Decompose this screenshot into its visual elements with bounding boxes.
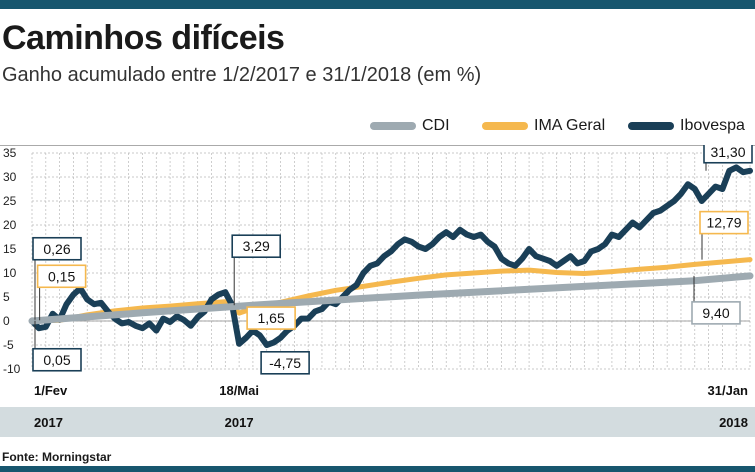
annotation-label: 0,26 xyxy=(43,241,70,257)
y-tick-label: -10 xyxy=(3,362,21,376)
top-accent-bar xyxy=(0,0,755,9)
annotation-label: 0,05 xyxy=(43,352,70,368)
annotation-box xyxy=(246,306,296,330)
annotation-box xyxy=(260,351,310,375)
annotation-box xyxy=(36,264,87,289)
y-tick-label: 30 xyxy=(3,170,17,184)
value-annotations: 0,26 0,15 0,05 3,29 1,65 -4,75 31,30 12,79 9,40 xyxy=(32,145,753,375)
legend-label-ima: IMA Geral xyxy=(534,117,606,134)
legend-swatch-ibovespa xyxy=(628,121,674,130)
x-year-label: 2017 xyxy=(225,415,254,430)
y-axis-ticks: 35 30 25 20 15 10 5 0 -5 -10 xyxy=(3,146,21,376)
legend-label-cdi: CDI xyxy=(422,117,450,134)
annotation-box xyxy=(231,234,282,259)
annotation-box xyxy=(32,347,82,372)
y-tick-label: 0 xyxy=(3,314,10,328)
legend-item-ima: IMA Geral xyxy=(482,115,605,137)
annotation-box xyxy=(32,236,82,261)
legend-swatch-ima xyxy=(482,121,528,130)
legend-label-ibovespa: Ibovespa xyxy=(680,117,745,134)
grid xyxy=(31,152,751,370)
series-lines xyxy=(28,164,754,348)
annotation-label: 0,15 xyxy=(48,268,75,284)
legend-swatch-cdi xyxy=(370,121,416,130)
y-tick-label: 35 xyxy=(3,146,17,160)
source-note: Fonte: Morningstar xyxy=(2,450,112,464)
annotation-label: 1,65 xyxy=(257,310,284,326)
x-year-label: 2018 xyxy=(719,415,748,430)
y-tick-label: 15 xyxy=(3,242,17,256)
annotation-label: 31,30 xyxy=(710,145,745,160)
y-tick-label: 5 xyxy=(3,290,10,304)
bottom-accent-bar xyxy=(0,466,755,472)
annotation-label: 12,79 xyxy=(706,215,741,231)
annotation-box xyxy=(699,210,749,235)
x-date-label: 1/Fev xyxy=(34,383,68,398)
chart-subtitle: Ganho acumulado entre 1/2/2017 e 31/1/20… xyxy=(2,64,482,86)
x-axis-dates: 1/Fev 2017 18/Mai 2017 31/Jan 2018 xyxy=(34,383,748,430)
y-tick-label: -5 xyxy=(3,338,14,352)
x-date-label: 31/Jan xyxy=(708,383,749,398)
y-tick-label: 10 xyxy=(3,266,17,280)
series-line-cdi xyxy=(28,272,754,325)
annotation-label: 9,40 xyxy=(702,305,729,321)
x-date-label: 18/Mai xyxy=(219,383,259,398)
line-chart: 35 30 25 20 15 10 5 0 -5 -10 1/Fev 2017 18/Mai 2017 3… xyxy=(0,145,755,437)
annotation-label: -4,75 xyxy=(269,355,301,371)
year-band xyxy=(0,407,755,437)
series-line-ibov xyxy=(29,164,753,348)
legend-item-ibovespa: Ibovespa xyxy=(628,115,745,137)
legend-item-cdi: CDI xyxy=(370,115,450,137)
annotation-box xyxy=(691,301,741,325)
annotation-label: 3,29 xyxy=(243,238,270,254)
series-line-ima xyxy=(29,257,753,324)
y-tick-label: 20 xyxy=(3,218,17,232)
x-year-label: 2017 xyxy=(34,415,63,430)
y-tick-label: 25 xyxy=(3,194,17,208)
annotation-box xyxy=(703,145,753,164)
chart-title: Caminhos difíceis xyxy=(2,19,285,57)
